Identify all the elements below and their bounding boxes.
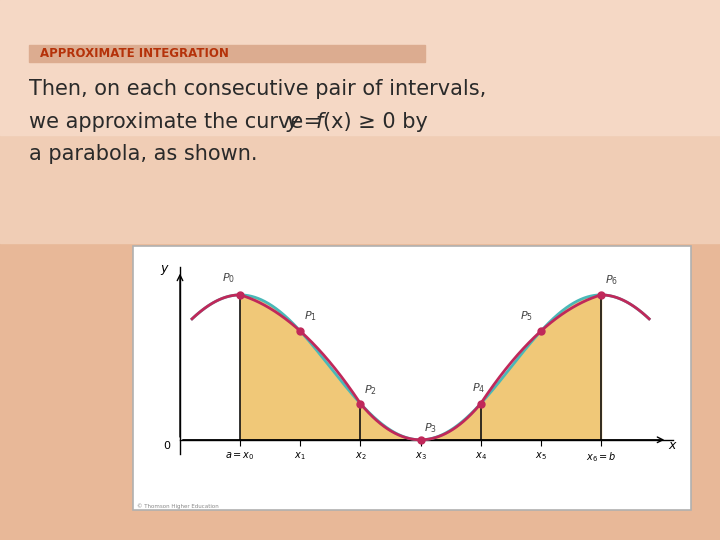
Bar bbox=[0, 0, 720, 243]
Text: $y$: $y$ bbox=[160, 264, 170, 278]
Text: $x$: $x$ bbox=[668, 439, 678, 453]
Text: $P_6$: $P_6$ bbox=[605, 273, 618, 287]
Text: we approximate the curve: we approximate the curve bbox=[29, 111, 310, 132]
Text: =: = bbox=[297, 111, 328, 132]
FancyBboxPatch shape bbox=[133, 246, 691, 510]
Text: © Thomson Higher Education: © Thomson Higher Education bbox=[137, 503, 219, 509]
Text: APPROXIMATE INTEGRATION: APPROXIMATE INTEGRATION bbox=[40, 47, 228, 60]
Text: $P_1$: $P_1$ bbox=[304, 309, 317, 323]
Text: f: f bbox=[315, 111, 323, 132]
Text: 0: 0 bbox=[163, 441, 170, 451]
Text: $P_0$: $P_0$ bbox=[222, 271, 235, 285]
Text: $P_5$: $P_5$ bbox=[520, 309, 533, 323]
Text: Then, on each consecutive pair of intervals,: Then, on each consecutive pair of interv… bbox=[29, 79, 486, 99]
Text: $P_2$: $P_2$ bbox=[364, 383, 377, 397]
Bar bbox=[29, 45, 425, 62]
Text: (x) ≥ 0 by: (x) ≥ 0 by bbox=[323, 111, 428, 132]
Text: y: y bbox=[287, 111, 299, 132]
Bar bbox=[0, 0, 720, 135]
Text: $P_4$: $P_4$ bbox=[472, 381, 485, 395]
Text: $P_3$: $P_3$ bbox=[424, 421, 437, 435]
Text: a parabola, as shown.: a parabola, as shown. bbox=[29, 144, 257, 164]
